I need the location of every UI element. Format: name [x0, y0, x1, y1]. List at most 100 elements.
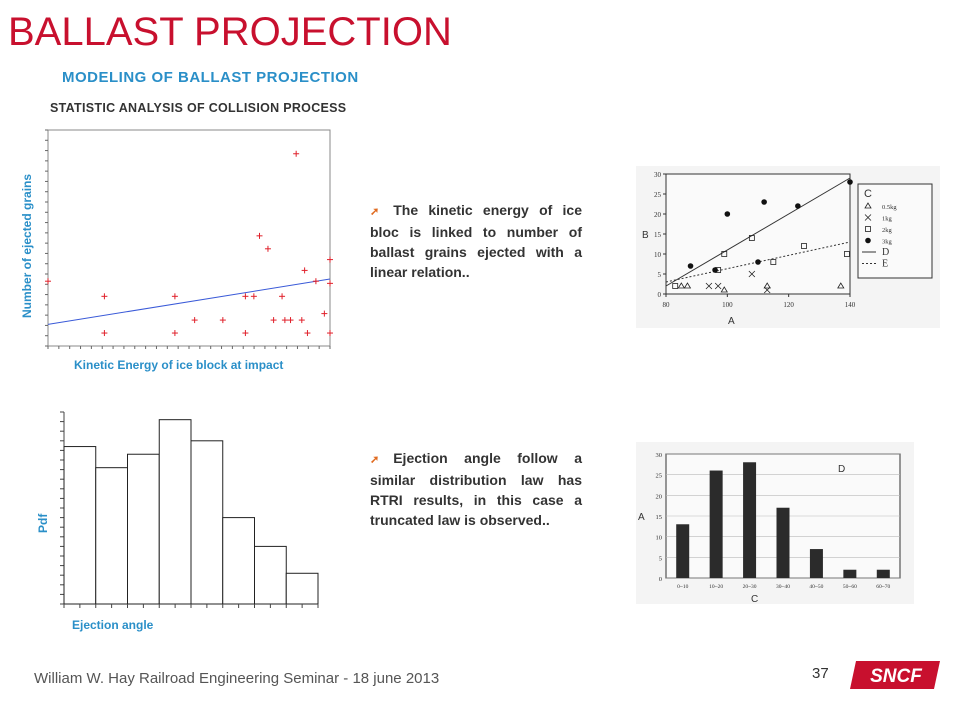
section-heading: STATISTIC ANALYSIS OF COLLISION PROCESS	[50, 101, 347, 115]
bar	[876, 569, 890, 578]
data-point	[312, 278, 319, 285]
data-point-2kg	[770, 259, 777, 265]
y-tick-label: 20	[656, 493, 663, 500]
histogram-bar	[127, 453, 160, 605]
data-point	[101, 293, 108, 300]
x-tick-label: 10~20	[709, 584, 723, 590]
data-point-2kg	[801, 243, 807, 249]
data-point	[321, 310, 328, 317]
data-point	[171, 293, 178, 300]
rtri-bar-chart: 0 5 10 15 20 25 30 0~10 10~20 20~30 30~40 40~50 50~6…	[636, 442, 914, 604]
y-tick-label: 30	[656, 452, 663, 459]
y-tick-label: 5	[659, 555, 662, 562]
legend-entry: D	[862, 247, 889, 258]
x-tick-label: 80	[663, 301, 671, 309]
histogram-ylabel: Pdf	[36, 513, 50, 533]
y-tick-label: 10	[656, 535, 663, 542]
svg-text:3kg: 3kg	[882, 239, 893, 246]
x-tick-label: 60~70	[876, 584, 890, 590]
x-tick-label: 40~50	[809, 584, 823, 590]
svg-text:1kg: 1kg	[882, 216, 893, 223]
y-tick-label: 0	[659, 576, 662, 583]
bar	[743, 462, 757, 578]
data-point-1kg	[748, 270, 756, 278]
x-tick-label: 140	[845, 301, 856, 309]
data-point	[327, 330, 333, 337]
data-point	[242, 293, 249, 300]
histogram-bar	[285, 572, 319, 605]
sncf-logo: SNCF	[850, 661, 940, 689]
bar	[676, 524, 690, 578]
bar	[709, 470, 723, 578]
bullet1-text: The kinetic energy of ice bloc is linked…	[370, 202, 582, 280]
y-axis-label: A	[638, 512, 645, 523]
histogram-xlabel: Ejection angle	[72, 618, 154, 632]
data-point	[191, 317, 198, 324]
data-point-0.5kg	[683, 282, 692, 289]
fit-line	[47, 278, 331, 325]
data-point-2kg	[748, 235, 755, 241]
data-point-2kg	[844, 251, 850, 257]
data-point	[301, 267, 308, 274]
legend-entry: 2kg	[865, 226, 893, 234]
bullet-arrow-icon: ➚	[370, 454, 380, 466]
y-tick-label: 20	[654, 211, 662, 219]
data-point-1kg	[714, 282, 722, 290]
fit-line-E	[665, 241, 851, 283]
scatter-xlabel: Kinetic Energy of ice block at impact	[74, 358, 284, 372]
data-point	[101, 330, 108, 337]
x-tick-label: 120	[783, 301, 794, 309]
data-point-1kg	[705, 282, 713, 290]
y-tick-label: 25	[656, 473, 663, 480]
data-point-0.5kg	[763, 282, 771, 289]
page-number: 37	[812, 665, 829, 682]
data-point	[327, 280, 333, 287]
y-tick-label: 15	[656, 514, 663, 521]
histogram-bar	[95, 467, 128, 605]
legend-entry: E	[862, 259, 888, 270]
data-point-3kg	[847, 179, 853, 185]
histogram-bar	[254, 545, 287, 605]
data-point	[327, 256, 333, 263]
footer-text: William W. Hay Railroad Engineering Semi…	[34, 670, 440, 687]
data-point-1kg	[763, 286, 771, 294]
slide-title: BALLAST PROJECTION	[8, 10, 452, 54]
bar	[843, 569, 857, 578]
svg-text:0.5kg: 0.5kg	[882, 204, 897, 211]
histogram-bar	[190, 440, 224, 605]
x-axis-label: C	[751, 594, 758, 604]
data-point	[250, 293, 257, 300]
data-point-3kg	[755, 259, 761, 265]
data-point	[298, 317, 305, 324]
data-point-2kg	[672, 283, 679, 289]
bullet-arrow-icon: ➚	[370, 206, 380, 218]
bar	[809, 549, 823, 578]
y-tick-label: 25	[654, 191, 662, 199]
data-point-0.5kg	[720, 286, 728, 293]
bar	[776, 507, 790, 578]
data-point	[281, 317, 288, 324]
y-axis-label: B	[642, 230, 649, 241]
data-point	[256, 232, 263, 239]
x-tick-label: 30~40	[776, 584, 790, 590]
legend-entry: 1kg	[864, 214, 893, 223]
histogram-bar	[63, 446, 97, 605]
data-point-3kg	[724, 211, 731, 217]
svg-text:D: D	[882, 247, 889, 258]
legend-entry: 0.5kg	[864, 202, 897, 211]
x-tick-label: 20~30	[743, 584, 757, 590]
data-point	[293, 150, 300, 157]
x-axis-label: A	[728, 316, 735, 327]
bullet-ejection-angle: ➚ Ejection angle follow a similar distrib…	[370, 448, 582, 530]
slide-subtitle: MODELING OF BALLAST PROJECTION	[62, 69, 359, 86]
data-point	[287, 317, 294, 324]
plot-frame	[47, 129, 331, 347]
fit-line-D	[665, 177, 851, 287]
data-point-0.5kg	[677, 282, 686, 289]
rtri-scatter-chart: 0 5 10 15 20 25 30 80 100 120 140 B A C 0.5kg 1kg 2kg 3kg…	[636, 166, 940, 328]
x-tick-label: 0~10	[677, 584, 688, 590]
plot-frame	[665, 173, 851, 295]
svg-text:SNCF: SNCF	[870, 666, 923, 687]
data-point-3kg	[687, 263, 694, 269]
data-point-3kg	[761, 199, 767, 205]
